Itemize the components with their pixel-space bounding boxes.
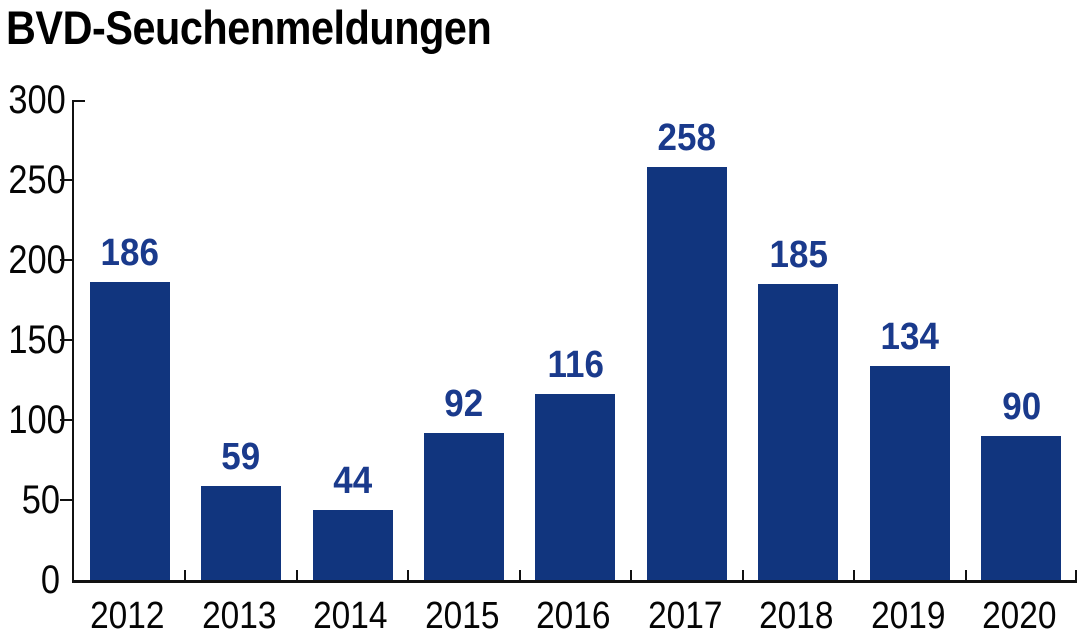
x-axis-label: 2020 <box>964 594 1075 638</box>
bar-slot: 186 <box>74 100 185 580</box>
bar-slot: 116 <box>520 100 631 580</box>
bar <box>869 365 950 580</box>
x-tick <box>295 570 298 580</box>
y-axis-label: 0 <box>40 558 60 602</box>
x-axis-label-text: 2019 <box>870 595 945 637</box>
bar-slot: 44 <box>297 100 408 580</box>
bar <box>981 436 1062 580</box>
x-axis-label-text: 2012 <box>90 595 165 637</box>
bar <box>758 284 839 580</box>
x-axis-label-text: 2016 <box>536 595 611 637</box>
y-axis-label: 50 <box>21 478 61 522</box>
y-tick <box>60 499 72 501</box>
x-axis-label: 2019 <box>852 594 963 638</box>
y-axis-label: 100 <box>8 398 66 442</box>
bar-value-label: 90 <box>1001 386 1041 428</box>
x-axis-label-text: 2018 <box>759 595 834 637</box>
bar-value-label: 116 <box>547 344 604 387</box>
x-tick <box>518 570 521 580</box>
x-tick <box>630 570 633 580</box>
chart-title: BVD-Seuchenmeldungen <box>6 1 492 54</box>
x-tick <box>1075 570 1077 580</box>
x-axis-label-text: 2015 <box>424 595 500 637</box>
bar-value-label: 44 <box>333 459 373 502</box>
bar <box>201 485 282 580</box>
y-tick <box>60 339 72 341</box>
bar-value-label: 186 <box>100 232 159 275</box>
x-axis-label: 2018 <box>741 594 852 638</box>
x-axis-label: 2015 <box>406 594 517 638</box>
y-axis-label: 300 <box>8 78 66 122</box>
bar <box>312 509 393 580</box>
bar-value-label: 92 <box>444 382 484 425</box>
bar <box>535 394 616 580</box>
bar-slot: 90 <box>966 100 1077 580</box>
bar-value-label: 258 <box>657 117 717 160</box>
x-tick <box>853 570 856 580</box>
y-tick <box>74 100 85 102</box>
plot-area: 186 59 44 92 116 258 185 134 90 <box>60 100 1077 583</box>
bar-slot: 185 <box>743 100 854 580</box>
y-axis-label: 150 <box>8 318 66 362</box>
y-axis-label: 200 <box>8 238 66 282</box>
x-tick <box>964 570 967 580</box>
bar <box>646 167 727 580</box>
x-axis: 2012 2013 2014 2015 2016 2017 2018 2019 2020 <box>72 594 1075 638</box>
x-axis-label-text: 2013 <box>201 595 277 637</box>
x-axis-label-text: 2017 <box>647 595 723 637</box>
y-axis: 0 50 100 150 200 250 300 <box>0 0 66 638</box>
y-axis-label: 250 <box>8 158 66 202</box>
x-axis-label: 2012 <box>72 594 183 638</box>
bar-slot: 134 <box>854 100 965 580</box>
y-tick <box>60 179 72 181</box>
x-tick <box>741 570 744 580</box>
bar-value-label: 185 <box>769 234 828 276</box>
x-axis-label-text: 2014 <box>313 595 388 637</box>
bar <box>424 432 505 580</box>
x-axis-label: 2013 <box>183 594 294 638</box>
y-tick <box>60 419 72 421</box>
bar-value-label: 134 <box>880 315 939 358</box>
x-axis-label: 2017 <box>629 594 740 638</box>
y-tick <box>60 259 72 261</box>
x-axis-label: 2014 <box>295 594 406 638</box>
bar-value-label: 59 <box>221 435 261 478</box>
x-axis-label: 2016 <box>518 594 629 638</box>
bar-slot: 59 <box>185 100 296 580</box>
x-tick <box>407 570 410 580</box>
x-tick <box>184 570 187 580</box>
bar-slot: 92 <box>408 100 519 580</box>
bar <box>89 282 170 580</box>
bar-slot: 258 <box>631 100 742 580</box>
x-axis-label-text: 2020 <box>982 595 1057 637</box>
